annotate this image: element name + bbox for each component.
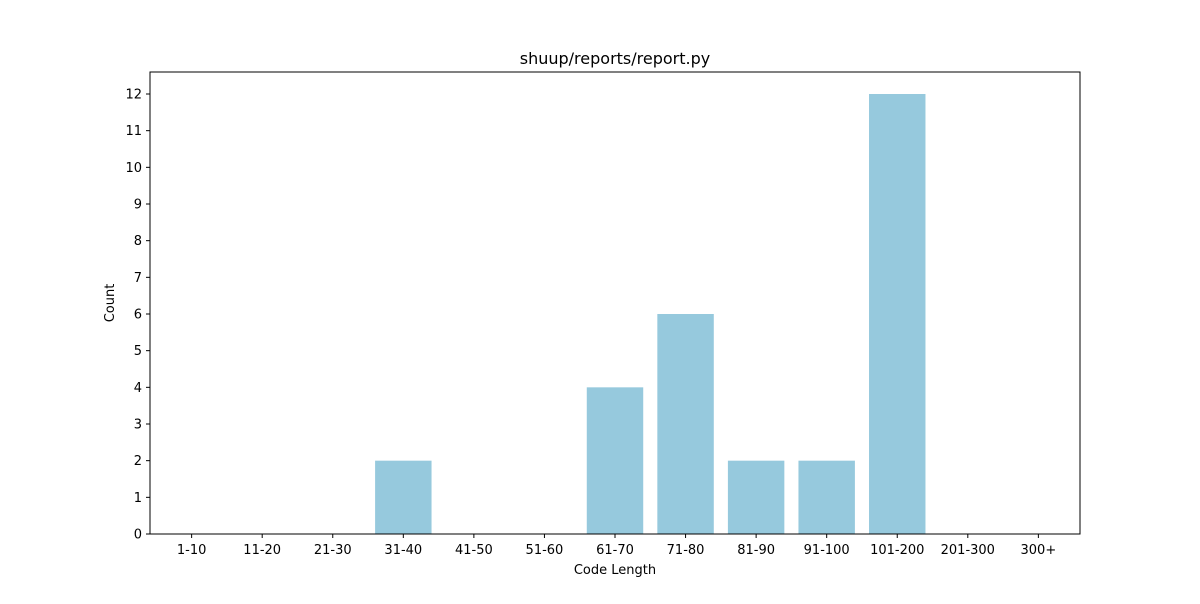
bars-group [375, 94, 926, 534]
bar-101-200 [869, 94, 926, 534]
y-axis-label: Count [103, 284, 118, 323]
x-tick-label: 71-80 [667, 543, 705, 558]
y-tick-label: 8 [134, 234, 142, 249]
y-tick-label: 5 [134, 344, 142, 359]
x-tick-label: 11-20 [243, 543, 281, 558]
x-tick-label: 1-10 [177, 543, 207, 558]
y-tick-label: 7 [134, 271, 142, 286]
y-tick-label: 1 [134, 491, 142, 506]
x-tick-label: 300+ [1021, 543, 1057, 558]
x-tick-label: 81-90 [737, 543, 775, 558]
y-tick-label: 9 [134, 198, 142, 213]
x-axis-label: Code Length [574, 563, 656, 578]
bar-61-70 [586, 387, 644, 534]
y-tick-label: 4 [134, 381, 142, 396]
y-tick-label: 3 [134, 418, 142, 433]
x-tick-label: 201-300 [941, 543, 995, 558]
y-tick-label: 12 [125, 88, 142, 103]
x-tick-label: 31-40 [384, 543, 422, 558]
y-tick-label: 2 [134, 454, 142, 469]
bar-91-100 [798, 460, 855, 534]
x-tick-label: 41-50 [455, 543, 493, 558]
y-tick-label: 10 [125, 161, 142, 176]
x-tick-label: 101-200 [870, 543, 924, 558]
y-tick-label: 11 [125, 124, 142, 139]
x-tick-label: 51-60 [526, 543, 564, 558]
y-tick-label: 0 [134, 528, 142, 543]
chart-title: shuup/reports/report.py [520, 49, 710, 68]
bar-81-90 [727, 460, 785, 534]
bar-71-80 [657, 314, 714, 534]
y-tick-label: 6 [134, 308, 142, 323]
x-axis-ticks: 1-10 11-20 21-30 31-40 41-50 51-60 61-70 71-80 8… [177, 534, 1056, 558]
bar-31-40 [375, 460, 432, 534]
x-tick-label: 91-100 [804, 543, 850, 558]
x-tick-label: 21-30 [314, 543, 352, 558]
x-tick-label: 61-70 [596, 543, 634, 558]
